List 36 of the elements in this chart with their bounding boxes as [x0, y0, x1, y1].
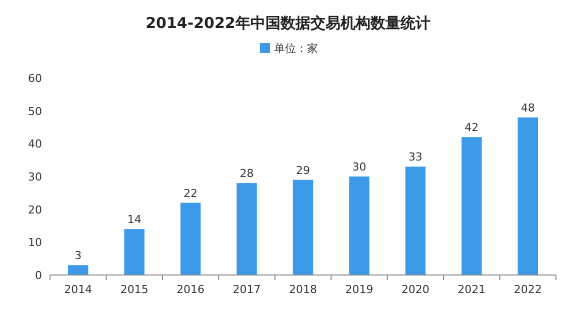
x-tick-label: 2020 — [401, 283, 430, 296]
bar — [349, 176, 370, 275]
x-tick-label: 2018 — [289, 283, 317, 296]
y-tick-label: 0 — [35, 269, 42, 282]
data-label: 42 — [464, 121, 479, 134]
legend-label: 单位：家 — [274, 42, 318, 55]
data-label: 14 — [127, 213, 142, 226]
x-tick-label: 2021 — [458, 283, 486, 296]
bar — [292, 180, 314, 275]
x-tick-label: 2014 — [64, 283, 92, 296]
y-tick-label: 50 — [28, 104, 42, 118]
bar — [462, 137, 482, 275]
bar — [518, 117, 538, 275]
x-tick-label: 2016 — [176, 283, 205, 296]
x-tick-label: 2022 — [514, 283, 542, 296]
y-tick-label: 30 — [28, 170, 42, 184]
data-label: 3 — [74, 249, 82, 262]
y-tick-label: 60 — [28, 72, 42, 85]
x-tick-label: 2019 — [345, 283, 374, 296]
y-tick-label: 40 — [28, 138, 42, 151]
chart-title: 2014-2022年中国数据交易机构数量统计 — [146, 14, 430, 32]
data-label: 48 — [520, 101, 535, 114]
x-tick-label: 2017 — [232, 283, 261, 296]
y-tick-label: 10 — [28, 236, 42, 250]
data-label: 29 — [296, 164, 310, 177]
y-tick-label: 20 — [28, 203, 42, 216]
bar — [68, 265, 88, 275]
data-label: 33 — [408, 150, 422, 164]
data-label: 22 — [184, 186, 198, 200]
bar — [124, 229, 144, 275]
bar — [180, 202, 201, 275]
data-label: 30 — [352, 160, 366, 174]
bar — [236, 183, 257, 275]
data-label: 28 — [240, 167, 254, 180]
x-tick-label: 2015 — [120, 283, 148, 296]
bar — [405, 166, 426, 275]
